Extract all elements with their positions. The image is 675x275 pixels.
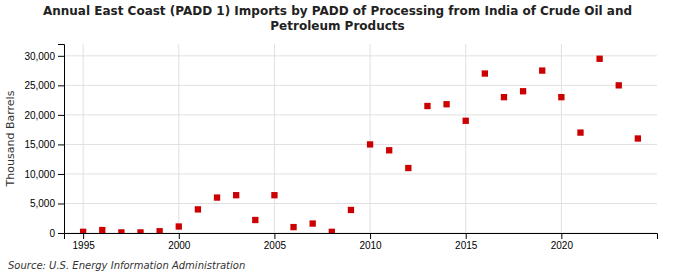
grid-line-y <box>64 173 657 174</box>
point <box>558 94 564 100</box>
y-axis-line <box>58 45 65 234</box>
grid-line-x <box>274 44 275 233</box>
x-tick-mark <box>274 233 275 239</box>
y-tick-mark <box>58 144 64 145</box>
point <box>539 67 545 73</box>
point <box>501 94 507 100</box>
y-tick-label: 20,000 <box>24 110 55 121</box>
point <box>348 207 354 213</box>
x-tick: 2000 <box>168 233 191 251</box>
point <box>577 129 583 135</box>
x-axis-line <box>65 234 658 240</box>
point <box>329 229 335 233</box>
x-tick: 2010 <box>359 233 382 251</box>
x-tick: 1995 <box>73 233 96 251</box>
y-tick-mark <box>58 203 64 204</box>
x-tick-label: 2010 <box>359 240 382 251</box>
chart-title-line: Petroleum Products <box>270 19 404 33</box>
point <box>156 228 162 233</box>
y-tick-mark <box>58 174 64 175</box>
x-tick-label: 2015 <box>455 240 478 251</box>
point <box>118 229 124 233</box>
y-tick-label: 0 <box>49 228 55 239</box>
y-tick: 20,000 <box>24 110 64 121</box>
x-tick-mark <box>83 233 84 239</box>
x-tick: 2015 <box>455 233 478 251</box>
grid-line-x <box>178 44 179 233</box>
x-tick-mark <box>179 233 180 239</box>
grid-line-x <box>465 44 466 233</box>
point <box>80 229 86 233</box>
y-tick: 0 <box>49 228 64 239</box>
point <box>367 141 373 147</box>
y-tick-label: 10,000 <box>24 169 55 180</box>
point <box>616 82 622 88</box>
y-tick: 5,000 <box>30 198 64 209</box>
point <box>386 147 392 153</box>
grid-line-y <box>64 114 657 115</box>
grid-line-x <box>370 44 371 233</box>
point <box>176 223 182 229</box>
plot-area: 1995 2000 2005 2010 2015 2020 0 5,000 10,000 15,0… <box>24 44 657 251</box>
y-tick: 15,000 <box>24 139 64 150</box>
grid-line-y <box>64 55 657 56</box>
y-tick: 10,000 <box>24 169 64 180</box>
grid <box>64 44 657 233</box>
source-note: Source: U.S. Energy Information Administ… <box>8 260 245 271</box>
grid-line-x <box>83 44 84 233</box>
point <box>520 88 526 94</box>
x-tick-mark <box>370 233 371 239</box>
point <box>271 192 277 198</box>
point <box>482 70 488 76</box>
point <box>635 135 641 141</box>
point <box>424 103 430 109</box>
grid-line-x <box>561 44 562 233</box>
y-tick-label: 30,000 <box>24 51 55 62</box>
x-tick-label: 1995 <box>73 240 96 251</box>
y-tick-mark <box>58 85 64 86</box>
x-tick-mark <box>466 233 467 239</box>
x-tick: 2020 <box>551 233 574 251</box>
point <box>405 165 411 171</box>
point <box>463 118 469 124</box>
y-tick: 25,000 <box>24 80 64 91</box>
point <box>99 227 105 233</box>
chart-title: Annual East Coast (PADD 1) Imports by PA… <box>43 4 632 33</box>
point <box>137 229 143 233</box>
point <box>596 56 602 62</box>
point <box>214 194 220 200</box>
point <box>252 217 258 223</box>
points <box>80 56 641 233</box>
point <box>290 224 296 230</box>
chart-svg: 1995 2000 2005 2010 2015 2020 0 5,000 10,000 15,0… <box>0 0 675 275</box>
point <box>233 192 239 198</box>
y-tick-mark <box>58 56 64 57</box>
grid-line-y <box>64 203 657 204</box>
x-tick-label: 2020 <box>551 240 574 251</box>
x-tick-mark <box>561 233 562 239</box>
grid-line-y <box>64 144 657 145</box>
x-tick-label: 2005 <box>264 240 287 251</box>
y-tick-label: 25,000 <box>24 80 55 91</box>
chart-title-line: Annual East Coast (PADD 1) Imports by PA… <box>43 4 632 18</box>
y-tick-mark <box>58 115 64 116</box>
point <box>195 206 201 212</box>
y-tick-label: 15,000 <box>24 139 55 150</box>
x-tick: 2005 <box>264 233 287 251</box>
y-axis: 0 5,000 10,000 15,000 20,000 25,000 30,000 <box>24 45 64 239</box>
y-axis-title: Thousand Barrels <box>4 90 17 187</box>
x-tick-label: 2000 <box>168 240 191 251</box>
point <box>443 101 449 107</box>
y-tick: 30,000 <box>24 51 64 62</box>
y-tick-mark <box>58 233 64 234</box>
y-tick-label: 5,000 <box>30 198 55 209</box>
x-axis: 1995 2000 2005 2010 2015 2020 <box>65 233 658 251</box>
grid-line-y <box>64 85 657 86</box>
point <box>310 220 316 226</box>
